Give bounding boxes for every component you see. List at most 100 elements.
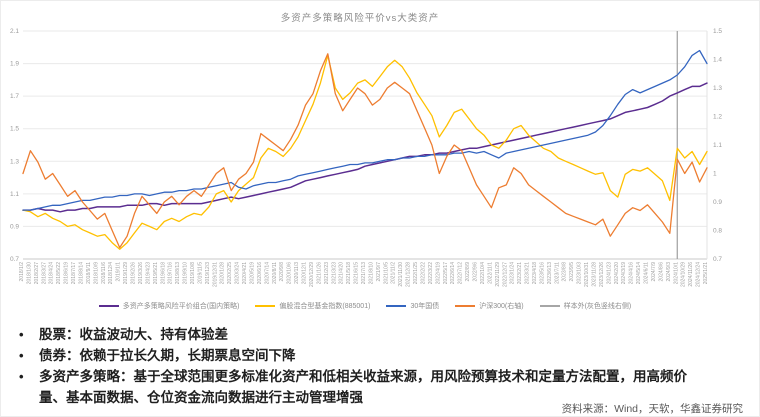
legend-item: 多资产多策略风险平价组合(国内策略)	[98, 301, 239, 311]
svg-text:2018/8/14: 2018/8/14	[78, 262, 84, 284]
svg-text:2019/11/5: 2019/11/5	[197, 262, 203, 284]
svg-text:2018/1/30: 2018/1/30	[26, 262, 32, 284]
svg-text:2020/12/29: 2020/12/29	[309, 262, 315, 287]
svg-text:2.1: 2.1	[10, 28, 19, 35]
bullet-marker: •	[19, 327, 24, 342]
svg-text:1.3: 1.3	[713, 85, 722, 92]
svg-text:2018/11/6: 2018/11/6	[101, 262, 107, 284]
svg-text:2020/8/11: 2020/8/11	[272, 262, 278, 284]
svg-text:1.1: 1.1	[10, 191, 19, 198]
svg-text:2019/6/18: 2019/6/18	[160, 262, 166, 284]
legend-swatch	[386, 304, 407, 307]
svg-text:2022/11/1: 2022/11/1	[487, 262, 493, 284]
svg-text:2019/12/31: 2019/12/31	[212, 262, 218, 287]
svg-text:1.9: 1.9	[10, 61, 19, 68]
svg-text:2018/2/27: 2018/2/27	[34, 262, 40, 284]
legend-swatch	[98, 304, 119, 307]
svg-text:2021/11/2: 2021/11/2	[391, 262, 397, 284]
svg-text:1.3: 1.3	[10, 158, 19, 165]
svg-text:1.1: 1.1	[713, 142, 722, 149]
risk-parity-line-chart: 2.11.91.71.51.31.10.90.71.51.41.31.21.11…	[10, 28, 722, 287]
svg-text:2020/9/8: 2020/9/8	[279, 262, 285, 282]
svg-text:2020/10/6: 2020/10/6	[287, 262, 293, 284]
svg-text:2024/5/14: 2024/5/14	[636, 262, 642, 284]
svg-text:2023/5/16: 2023/5/16	[539, 262, 545, 284]
svg-text:2019/1/1: 2019/1/1	[116, 262, 122, 282]
svg-text:2018/1/2: 2018/1/2	[19, 262, 25, 282]
x-tick-labels: 2018/1/2 2018/1/30 2018/2/27 2018/3/27 2018/…	[19, 262, 709, 287]
svg-text:2020/6/16: 2020/6/16	[257, 262, 263, 284]
bullet-item: • 股票：收益波动大、持有体验差	[15, 324, 711, 345]
legend-item: 样本外(灰色竖线右侧)	[539, 301, 631, 311]
svg-text:2024/8/6: 2024/8/6	[658, 262, 664, 282]
svg-text:2018/9/11: 2018/9/11	[86, 262, 92, 284]
svg-text:2019/4/23: 2019/4/23	[145, 262, 151, 284]
svg-text:2019/10/8: 2019/10/8	[190, 262, 196, 284]
svg-text:2022/10/4: 2022/10/4	[480, 262, 486, 284]
svg-text:1: 1	[713, 171, 717, 178]
bullet-marker: •	[19, 348, 24, 363]
svg-text:2022/1/25: 2022/1/25	[413, 262, 419, 284]
legend-swatch	[455, 304, 476, 307]
svg-text:2024/10/1: 2024/10/1	[673, 262, 679, 284]
svg-text:2024/2/20: 2024/2/20	[614, 262, 620, 284]
chart-legend: 多资产多策略风险平价组合(国内策略) 偏股混合型基金指数(885001) 30年国债…	[1, 299, 729, 312]
svg-text:2021/2/23: 2021/2/23	[324, 262, 330, 284]
svg-text:2018/12/4: 2018/12/4	[108, 262, 114, 284]
svg-text:1.5: 1.5	[10, 126, 19, 133]
bullet-item: • 多资产多策略：基于全球范围更多标准化资产和低相关收益来源，用风险预算技术和定…	[15, 366, 711, 408]
svg-text:2019/8/13: 2019/8/13	[175, 262, 181, 284]
svg-text:2023/7/11: 2023/7/11	[554, 262, 560, 284]
svg-text:2022/3/22: 2022/3/22	[428, 262, 434, 284]
svg-text:0.7: 0.7	[713, 256, 722, 263]
svg-text:2018/6/19: 2018/6/19	[64, 262, 70, 284]
left-axis-labels: 2.1 1.9 1.7 1.5 1.3 1.1 0.9 0.7	[10, 28, 19, 263]
svg-text:2020/2/25: 2020/2/25	[227, 262, 233, 284]
svg-text:2024/4/16: 2024/4/16	[629, 262, 635, 284]
svg-text:1.7: 1.7	[10, 93, 19, 100]
svg-text:2024/9/3: 2024/9/3	[666, 262, 672, 282]
bullet-marker: •	[19, 369, 24, 384]
svg-text:2023/2/21: 2023/2/21	[517, 262, 523, 284]
svg-text:2024/3/19: 2024/3/19	[621, 262, 627, 284]
series-left-line	[22, 49, 708, 211]
legend-label: 偏股混合型基金指数(885001)	[279, 302, 371, 310]
bullet-text: 股票：收益波动大、持有体验差	[39, 327, 228, 342]
svg-text:2025/1/21: 2025/1/21	[703, 262, 709, 284]
svg-text:2024/7/9: 2024/7/9	[651, 262, 657, 282]
svg-text:2018/3/27: 2018/3/27	[41, 262, 47, 284]
svg-text:1.4: 1.4	[713, 57, 722, 64]
svg-text:2024/10/29: 2024/10/29	[681, 262, 687, 287]
svg-text:2022/2/22: 2022/2/22	[420, 262, 426, 284]
svg-text:2021/7/13: 2021/7/13	[361, 262, 367, 284]
svg-text:2019/1/29: 2019/1/29	[123, 262, 129, 284]
svg-text:2023/6/13: 2023/6/13	[547, 262, 553, 284]
svg-text:2023/9/5: 2023/9/5	[569, 262, 575, 282]
svg-text:2019/3/26: 2019/3/26	[138, 262, 144, 284]
svg-text:2019/2/26: 2019/2/26	[131, 262, 137, 284]
svg-text:2019/9/10: 2019/9/10	[183, 262, 189, 284]
gridlines	[23, 30, 707, 260]
svg-text:2021/5/18: 2021/5/18	[346, 262, 352, 284]
legend-item: 沪深300(右轴)	[455, 301, 524, 311]
svg-text:2021/11/30: 2021/11/30	[398, 262, 404, 287]
svg-text:2021/6/15: 2021/6/15	[354, 262, 360, 284]
svg-text:2023/1/24: 2023/1/24	[510, 262, 516, 284]
svg-text:2019/5/21: 2019/5/21	[153, 262, 159, 284]
svg-text:0.7: 0.7	[10, 256, 19, 263]
svg-text:2018/5/22: 2018/5/22	[56, 262, 62, 284]
svg-text:2021/3/23: 2021/3/23	[331, 262, 337, 284]
right-axis-labels: 1.5 1.4 1.3 1.2 1.1 1 0.9 0.8 0.7	[713, 28, 722, 263]
svg-text:2020/5/19: 2020/5/19	[249, 262, 255, 284]
series-lines	[22, 49, 708, 250]
svg-text:1.5: 1.5	[713, 28, 722, 35]
svg-text:2022/6/14: 2022/6/14	[450, 262, 456, 284]
svg-text:2022/8/9: 2022/8/9	[465, 262, 471, 282]
bullet-text: 多资产多策略：基于全球范围更多标准化资产和低相关收益来源，用风险预算技术和定量方…	[39, 369, 687, 405]
svg-text:2021/12/28: 2021/12/28	[406, 262, 412, 287]
legend-item: 30年国债	[386, 301, 439, 311]
svg-text:2023/8/8: 2023/8/8	[562, 262, 568, 282]
source-note: 资料来源：Wind，天软，华鑫证券研究	[561, 403, 743, 415]
svg-text:2019/12/3: 2019/12/3	[205, 262, 211, 284]
svg-text:2024/11/26: 2024/11/26	[688, 262, 694, 287]
